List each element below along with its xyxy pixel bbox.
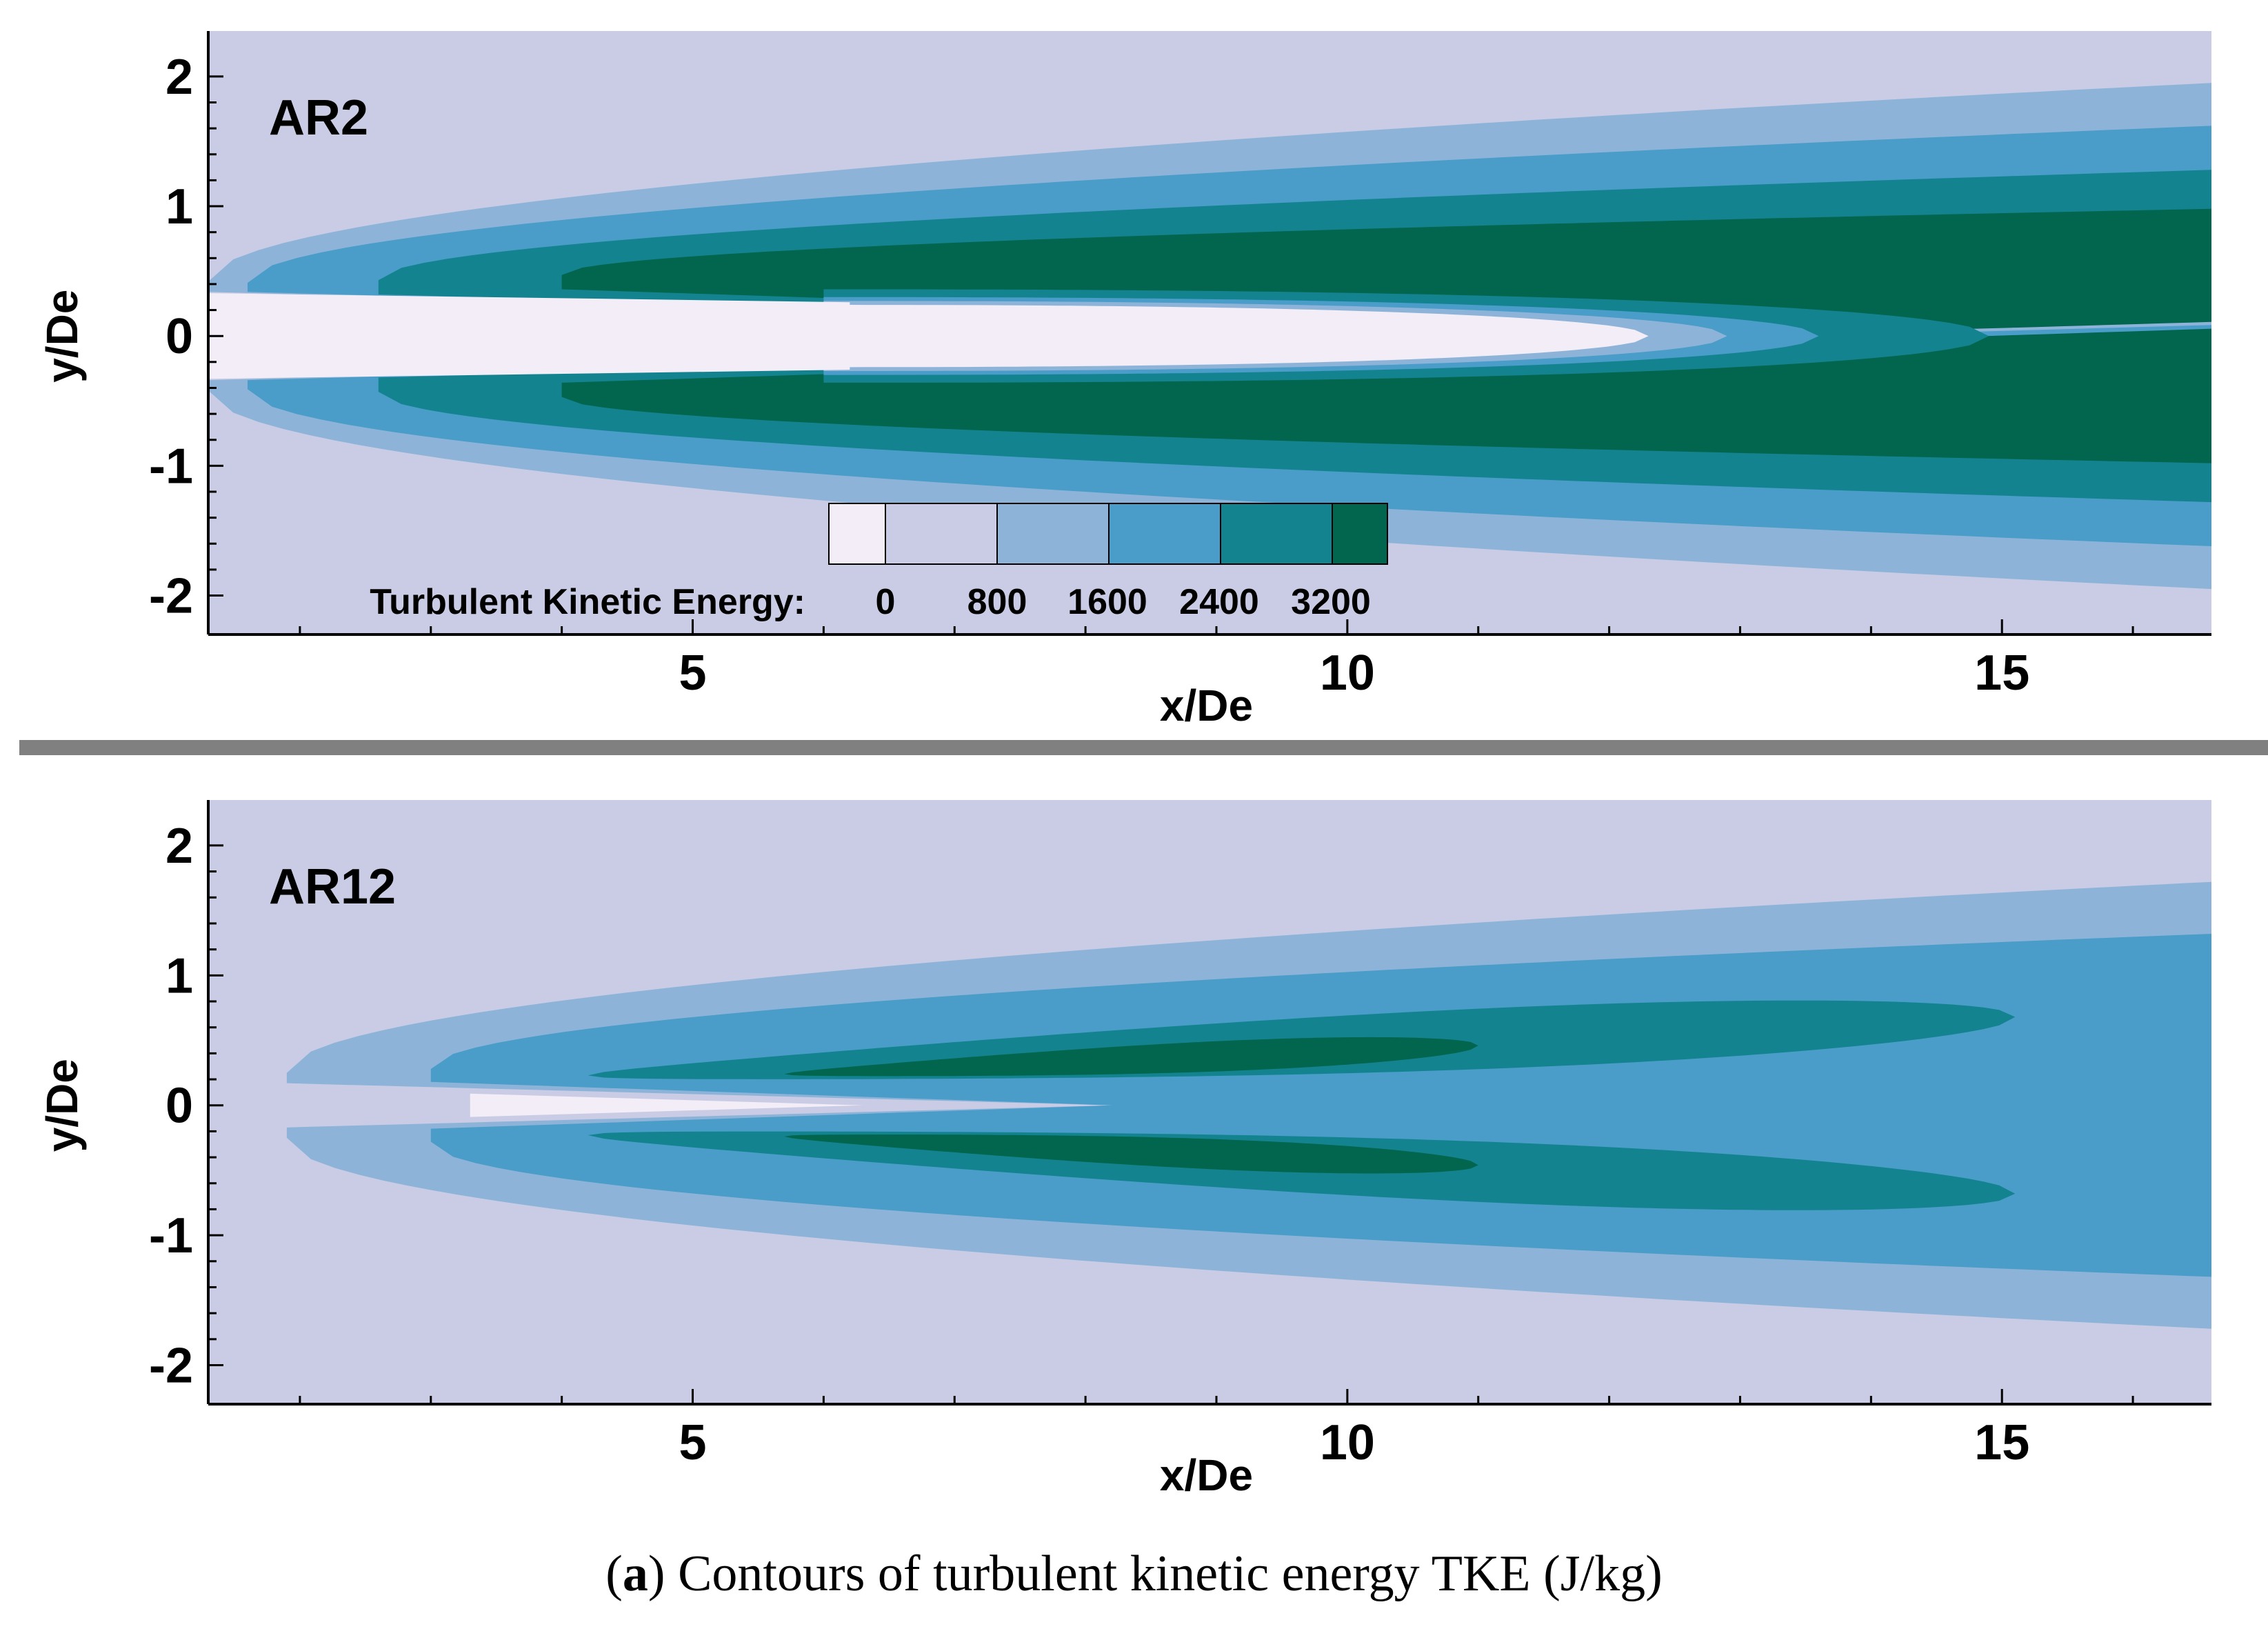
- y-tick-label: -1: [149, 439, 193, 494]
- core-0-tip: [470, 1093, 863, 1117]
- x-tick-label: 5: [679, 1415, 706, 1470]
- x-tick-label: 15: [1974, 646, 2029, 701]
- x-tick-label: 15: [1974, 1415, 2029, 1470]
- legend-level-label: 800: [967, 582, 1027, 622]
- y-tick-label: -2: [149, 1338, 193, 1393]
- legend-swatch: [1220, 503, 1333, 565]
- x-axis-label: x/De: [1160, 681, 1253, 730]
- legend: Turbulent Kinetic Energy: 0 800 1600 2400 320…: [370, 503, 1388, 622]
- panel-title: AR12: [269, 859, 396, 914]
- plot-area: [208, 800, 2211, 1404]
- lobe-3200-lower: [784, 1134, 1478, 1174]
- legend-swatch: [996, 503, 1110, 565]
- core-0-left: [208, 293, 850, 379]
- y-tick-label: 0: [165, 1079, 193, 1134]
- x-tick-label: 5: [679, 646, 706, 701]
- legend-swatch: [828, 503, 886, 565]
- caption-label: a: [622, 1546, 648, 1602]
- legend-swatch: [1332, 503, 1388, 565]
- x-tick-label: 10: [1320, 646, 1375, 701]
- panel-separator: [19, 740, 2268, 755]
- panel-title: AR2: [269, 90, 368, 146]
- legend-level-label: 1600: [1067, 582, 1147, 622]
- y-tick-label: -2: [149, 569, 193, 624]
- legend-swatch: [885, 503, 998, 565]
- lobe-3200-upper: [784, 1037, 1478, 1077]
- y-tick-label: 1: [165, 179, 193, 234]
- y-tick-label: 2: [165, 819, 193, 874]
- y-tick-label: 0: [165, 309, 193, 364]
- y-axis-label: y/De: [37, 1059, 87, 1152]
- plot-area: [208, 31, 2211, 634]
- legend-level-label: 3200: [1291, 582, 1371, 622]
- y-tick-label: 1: [165, 948, 193, 1003]
- caption-text: Contours of turbulent kinetic energy TKE…: [678, 1546, 1663, 1602]
- legend-title: Turbulent Kinetic Energy:: [370, 582, 805, 622]
- figure-caption: (a) Contours of turbulent kinetic energy…: [605, 1546, 1663, 1602]
- y-tick-label: -1: [149, 1208, 193, 1263]
- y-tick-label: 2: [165, 50, 193, 105]
- legend-level-label: 0: [876, 582, 896, 622]
- y-axis-label: y/De: [37, 290, 87, 383]
- x-tick-label: 10: [1320, 1415, 1375, 1470]
- x-axis-label: x/De: [1160, 1450, 1253, 1500]
- legend-swatch: [1108, 503, 1221, 565]
- legend-level-label: 2400: [1179, 582, 1259, 622]
- core-0: [823, 305, 1649, 368]
